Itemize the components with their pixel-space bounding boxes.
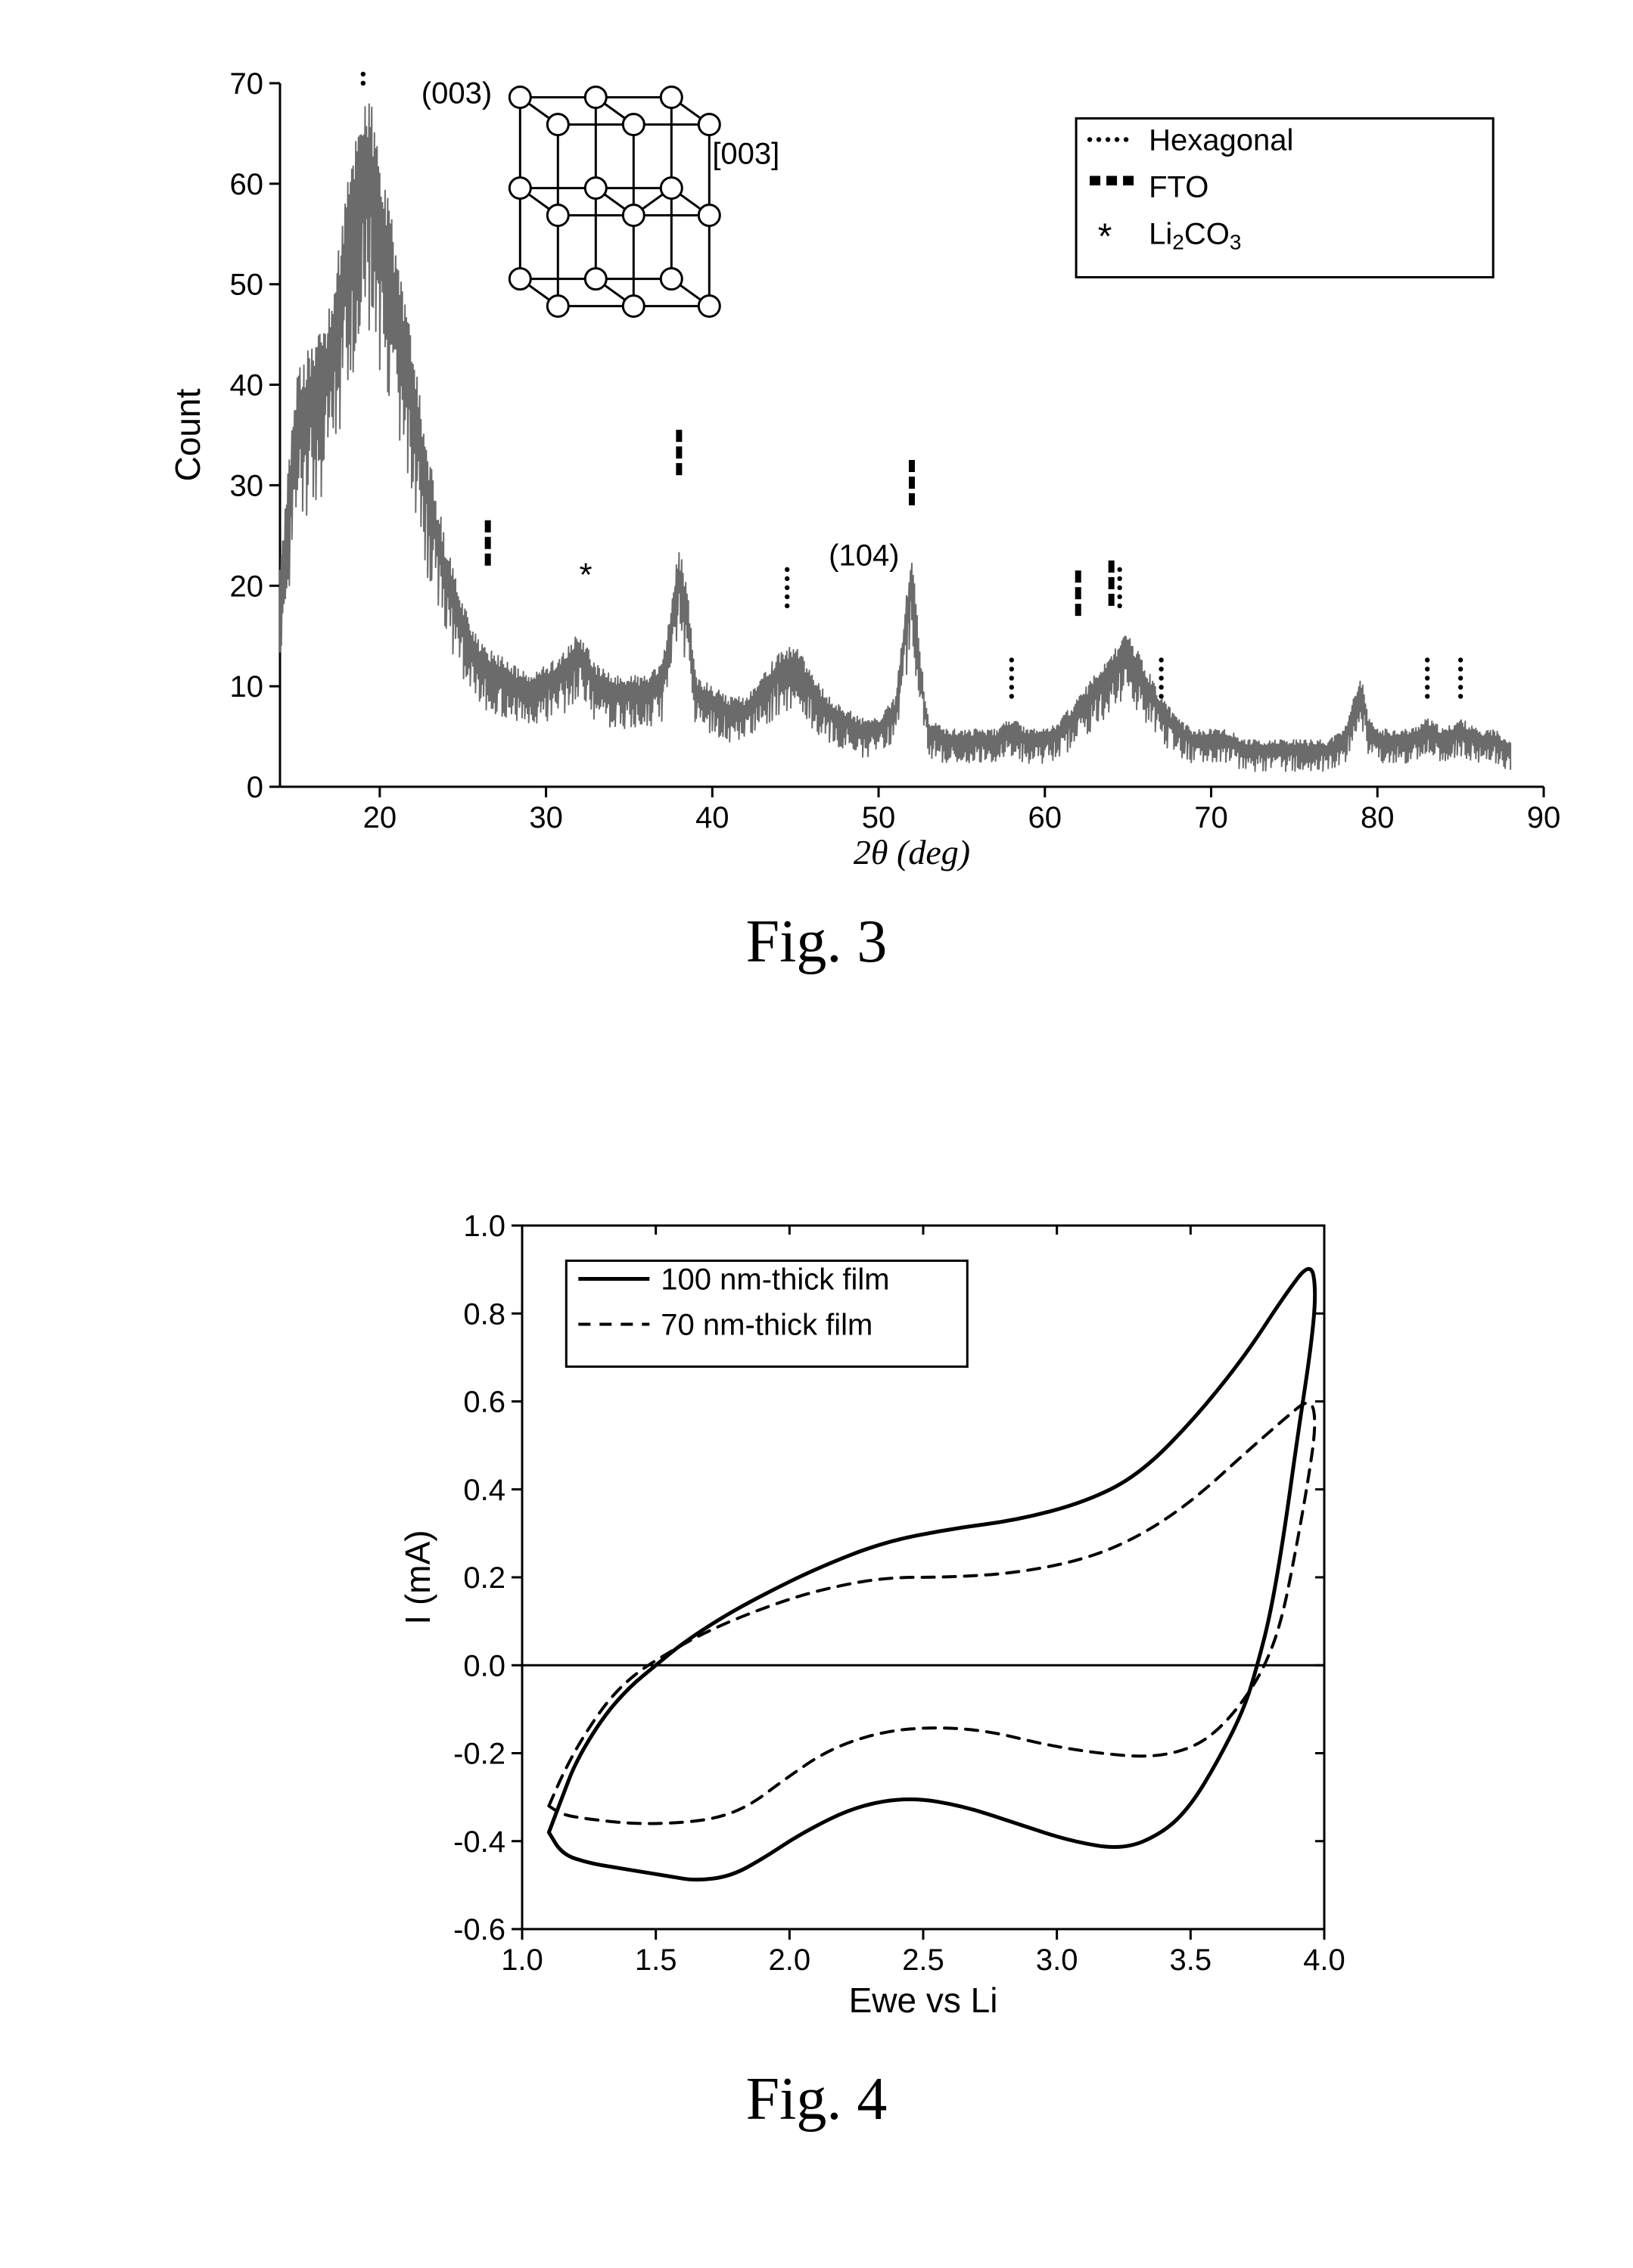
svg-text:1.0: 1.0 bbox=[501, 1943, 543, 1977]
svg-text:0.0: 0.0 bbox=[463, 1649, 505, 1682]
svg-text:10: 10 bbox=[230, 670, 264, 704]
svg-text:0.4: 0.4 bbox=[463, 1474, 505, 1507]
fig4-cv-chart: 1.0 1.5 2.0 2.5 3.0 3.5 4.0 -0.6 -0.4 -0.2 0.0 0.2 0… bbox=[393, 1210, 1347, 2043]
svg-text:40: 40 bbox=[230, 369, 264, 402]
svg-text:I (mA): I (mA) bbox=[398, 1530, 437, 1624]
svg-text:4.0: 4.0 bbox=[1303, 1943, 1345, 1977]
svg-text:0.2: 0.2 bbox=[463, 1561, 505, 1595]
svg-text:50: 50 bbox=[862, 801, 896, 834]
svg-text:60: 60 bbox=[230, 168, 264, 201]
svg-text:2θ (deg): 2θ (deg) bbox=[854, 833, 970, 871]
svg-text:70 nm-thick film: 70 nm-thick film bbox=[661, 1309, 872, 1342]
svg-text:(104): (104) bbox=[829, 539, 899, 573]
svg-text:Ewe vs Li: Ewe vs Li bbox=[849, 1981, 998, 2020]
svg-text:[003]: [003] bbox=[712, 137, 779, 170]
svg-text:*: * bbox=[1098, 217, 1112, 257]
page: 20 30 40 50 60 70 80 90 0 10 20 30 40 50 60 70 2θ (deg) C… bbox=[0, 0, 1633, 2268]
svg-text:70: 70 bbox=[230, 68, 264, 101]
svg-text:1.5: 1.5 bbox=[635, 1943, 677, 1977]
svg-text:30: 30 bbox=[529, 801, 563, 834]
svg-text:*: * bbox=[580, 556, 593, 593]
svg-text:Hexagonal: Hexagonal bbox=[1149, 124, 1293, 157]
svg-text:-0.4: -0.4 bbox=[453, 1825, 505, 1859]
svg-text:60: 60 bbox=[1028, 801, 1062, 834]
svg-text:2.0: 2.0 bbox=[769, 1943, 811, 1977]
svg-text:2.5: 2.5 bbox=[902, 1943, 944, 1977]
svg-text:100 nm-thick film: 100 nm-thick film bbox=[661, 1263, 889, 1297]
fig3-xrd-chart: 20 30 40 50 60 70 80 90 0 10 20 30 40 50 60 70 2θ (deg) C… bbox=[174, 68, 1566, 885]
svg-text:FTO: FTO bbox=[1149, 171, 1208, 204]
svg-text:1.0: 1.0 bbox=[463, 1210, 505, 1243]
svg-text:0.8: 0.8 bbox=[463, 1297, 505, 1331]
svg-text:40: 40 bbox=[695, 801, 729, 834]
svg-text:3.5: 3.5 bbox=[1170, 1943, 1212, 1977]
svg-text:Li2CO3: Li2CO3 bbox=[1149, 218, 1241, 254]
svg-text:3.0: 3.0 bbox=[1036, 1943, 1078, 1977]
svg-text:-0.2: -0.2 bbox=[453, 1738, 505, 1771]
svg-text:0: 0 bbox=[247, 771, 263, 804]
svg-text:30: 30 bbox=[230, 469, 264, 502]
svg-text:0.6: 0.6 bbox=[463, 1386, 505, 1419]
svg-text:90: 90 bbox=[1527, 801, 1561, 834]
fig3-caption: Fig. 3 bbox=[0, 908, 1633, 977]
svg-text:-0.6: -0.6 bbox=[453, 1913, 505, 1946]
svg-text:80: 80 bbox=[1361, 801, 1395, 834]
svg-text:Count: Count bbox=[174, 388, 207, 481]
svg-text:70: 70 bbox=[1194, 801, 1228, 834]
fig4-caption: Fig. 4 bbox=[0, 2065, 1633, 2134]
svg-text:20: 20 bbox=[230, 570, 264, 603]
svg-text:50: 50 bbox=[230, 269, 264, 302]
svg-text:20: 20 bbox=[363, 801, 397, 834]
svg-text:(003): (003) bbox=[421, 77, 492, 110]
